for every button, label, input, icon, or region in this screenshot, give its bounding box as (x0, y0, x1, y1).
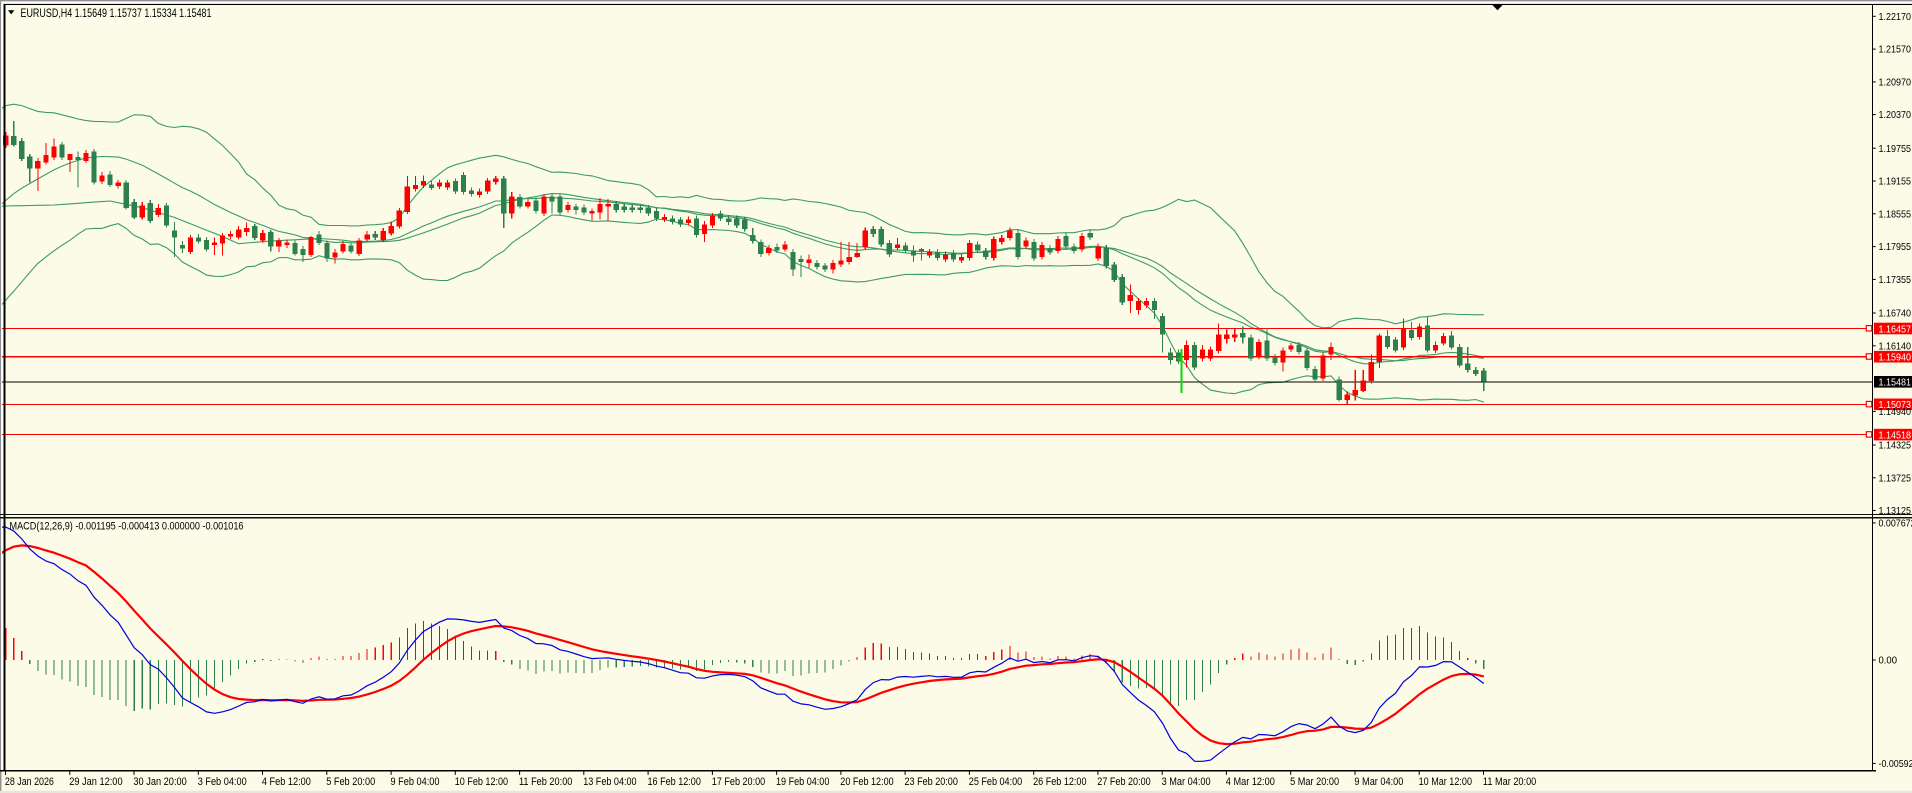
svg-text:1.15481: 1.15481 (1879, 377, 1912, 389)
svg-text:1.20370: 1.20370 (1879, 109, 1912, 121)
svg-text:EURUSD,H4 1.15649 1.15737 1.1: EURUSD,H4 1.15649 1.15737 1.15334 1.1548… (21, 6, 212, 20)
svg-text:16 Feb 12:00: 16 Feb 12:00 (648, 776, 701, 788)
svg-text:1.17955: 1.17955 (1879, 241, 1912, 253)
svg-text:4 Mar 12:00: 4 Mar 12:00 (1226, 776, 1275, 788)
svg-text:0.007672: 0.007672 (1879, 518, 1912, 530)
svg-text:28 Jan 2026: 28 Jan 2026 (5, 776, 54, 788)
svg-text:1.16457: 1.16457 (1879, 323, 1912, 335)
svg-text:9 Mar 04:00: 9 Mar 04:00 (1354, 776, 1403, 788)
svg-text:1.14325: 1.14325 (1879, 440, 1912, 452)
svg-text:1.15073: 1.15073 (1879, 399, 1912, 411)
svg-text:30 Jan 20:00: 30 Jan 20:00 (133, 776, 186, 788)
svg-text:1.21570: 1.21570 (1879, 44, 1912, 56)
svg-text:9 Feb 04:00: 9 Feb 04:00 (391, 776, 440, 788)
svg-text:10 Feb 12:00: 10 Feb 12:00 (455, 776, 508, 788)
svg-text:29 Jan 12:00: 29 Jan 12:00 (69, 776, 122, 788)
svg-text:4 Feb 12:00: 4 Feb 12:00 (262, 776, 311, 788)
svg-text:5 Feb 20:00: 5 Feb 20:00 (326, 776, 375, 788)
svg-text:23 Feb 20:00: 23 Feb 20:00 (905, 776, 958, 788)
svg-text:20 Feb 12:00: 20 Feb 12:00 (840, 776, 893, 788)
svg-text:1.19755: 1.19755 (1879, 143, 1912, 155)
svg-text:1.14940: 1.14940 (1879, 406, 1912, 418)
svg-text:19 Feb 04:00: 19 Feb 04:00 (776, 776, 829, 788)
svg-text:26 Feb 12:00: 26 Feb 12:00 (1033, 776, 1086, 788)
svg-text:1.17355: 1.17355 (1879, 274, 1912, 286)
svg-text:11 Feb 20:00: 11 Feb 20:00 (519, 776, 572, 788)
svg-text:1.20970: 1.20970 (1879, 77, 1912, 89)
svg-text:3 Mar 04:00: 3 Mar 04:00 (1162, 776, 1211, 788)
svg-text:1.15940: 1.15940 (1879, 352, 1912, 364)
svg-text:-0.00592: -0.00592 (1879, 758, 1912, 770)
svg-text:MACD(12,26,9) -0.001195 -0.000: MACD(12,26,9) -0.001195 -0.000413 0.0000… (10, 521, 244, 533)
svg-text:5 Mar 20:00: 5 Mar 20:00 (1290, 776, 1339, 788)
svg-text:1.16140: 1.16140 (1879, 340, 1912, 352)
svg-text:11 Mar 20:00: 11 Mar 20:00 (1483, 776, 1536, 788)
svg-text:13 Feb 04:00: 13 Feb 04:00 (583, 776, 636, 788)
svg-text:1.18555: 1.18555 (1879, 208, 1912, 220)
svg-text:17 Feb 20:00: 17 Feb 20:00 (712, 776, 765, 788)
svg-text:10 Mar 12:00: 10 Mar 12:00 (1419, 776, 1472, 788)
svg-text:27 Feb 20:00: 27 Feb 20:00 (1097, 776, 1150, 788)
svg-text:1.22170: 1.22170 (1879, 11, 1912, 23)
svg-text:25 Feb 04:00: 25 Feb 04:00 (969, 776, 1022, 788)
svg-text:0.00: 0.00 (1879, 655, 1898, 667)
svg-text:1.16740: 1.16740 (1879, 308, 1912, 320)
svg-text:1.13725: 1.13725 (1879, 472, 1912, 484)
svg-text:3 Feb 04:00: 3 Feb 04:00 (198, 776, 247, 788)
svg-text:1.19155: 1.19155 (1879, 176, 1912, 188)
svg-text:1.14518: 1.14518 (1879, 429, 1912, 441)
svg-text:1.13125: 1.13125 (1879, 505, 1912, 517)
